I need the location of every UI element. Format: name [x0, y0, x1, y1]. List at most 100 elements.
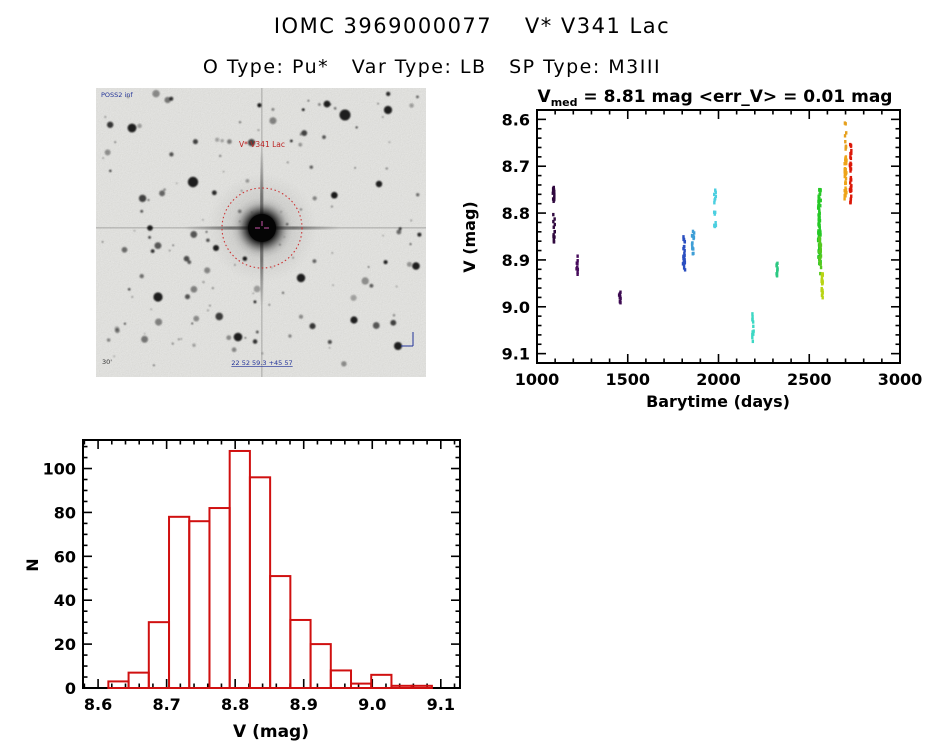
star	[140, 209, 144, 213]
star	[168, 249, 171, 252]
star	[121, 246, 128, 253]
star	[152, 364, 155, 367]
data-point	[849, 169, 852, 173]
star	[101, 241, 104, 243]
x-tick-label: 8.9	[290, 695, 318, 714]
star	[385, 167, 388, 170]
star	[202, 219, 204, 221]
star	[215, 312, 224, 321]
data-point	[553, 230, 556, 234]
star	[180, 338, 183, 340]
data-point	[849, 175, 853, 180]
histogram-plot: 8.6 8.7 8.8 8.9 9.0 9.1 0 20 40 60 80 100 V (mag) N	[23, 439, 461, 742]
histogram-bar	[228, 449, 251, 690]
star	[394, 342, 402, 350]
star	[192, 343, 196, 347]
histogram-bar	[329, 669, 353, 689]
star	[153, 292, 163, 302]
star	[187, 260, 192, 265]
star	[187, 176, 199, 188]
plot-frame	[82, 439, 461, 689]
star	[331, 252, 333, 254]
star	[104, 116, 107, 118]
star	[183, 255, 190, 262]
histogram-bar	[269, 575, 292, 690]
histogram-xlabel: V (mag)	[233, 722, 309, 742]
star	[416, 193, 420, 197]
x-tick-label: 9.1	[427, 695, 455, 714]
data-point	[818, 240, 821, 244]
data-point	[849, 144, 853, 148]
star	[154, 242, 162, 250]
star	[163, 188, 166, 191]
data-point	[576, 262, 579, 266]
data-point	[552, 238, 556, 242]
star	[299, 314, 303, 319]
data-point	[817, 229, 820, 233]
star	[409, 243, 412, 246]
star	[367, 266, 370, 268]
survey-label: POSS2 inf	[101, 91, 133, 99]
star	[152, 90, 160, 98]
star	[169, 96, 174, 101]
data-point	[819, 229, 822, 233]
histogram-bar	[309, 643, 332, 690]
star	[137, 123, 142, 129]
star	[114, 141, 117, 143]
data-point	[818, 218, 822, 223]
data-point	[576, 254, 579, 258]
data-point	[713, 212, 716, 216]
star	[220, 139, 224, 143]
data-point	[821, 273, 825, 277]
data-point	[820, 281, 824, 286]
data-point	[849, 181, 852, 185]
finding-chart-annotations: V* V341 Lac POSS2 inf 22 52 59.3 +45 57 …	[101, 91, 414, 367]
data-point	[818, 233, 822, 237]
data-point	[817, 205, 821, 209]
star	[361, 277, 369, 285]
star	[172, 244, 174, 247]
star	[205, 230, 208, 233]
histogram-bars	[107, 449, 433, 690]
star	[341, 361, 347, 367]
data-point	[818, 216, 821, 221]
star	[113, 355, 116, 358]
star	[323, 100, 331, 108]
star	[102, 157, 104, 159]
star	[215, 137, 220, 142]
data-point	[818, 208, 821, 212]
star	[211, 287, 214, 290]
data-point	[818, 245, 821, 250]
data-point	[849, 200, 852, 204]
star	[127, 95, 130, 98]
star	[261, 352, 264, 355]
star	[143, 332, 146, 335]
star	[191, 322, 194, 325]
light-curve-xlabel: Barytime (days)	[646, 392, 790, 411]
star	[233, 332, 243, 342]
data-point	[752, 324, 755, 329]
star	[150, 249, 155, 254]
x-tick-label: 2500	[787, 370, 832, 389]
data-point	[843, 162, 846, 166]
x-tick-label: 1000	[515, 370, 560, 389]
star	[355, 126, 358, 129]
y-tick-label: 40	[54, 591, 76, 610]
data-point	[818, 262, 822, 266]
data-point	[576, 272, 579, 276]
data-point	[817, 200, 821, 205]
star	[147, 199, 150, 201]
star	[398, 227, 402, 231]
data-point	[844, 181, 848, 185]
data-point	[849, 186, 852, 190]
x-tick-label: 9.0	[358, 695, 386, 714]
data-point	[818, 259, 822, 264]
data-point	[692, 251, 695, 256]
data-point	[692, 234, 695, 239]
data-point	[682, 263, 686, 267]
data-point	[849, 166, 852, 170]
data-point	[817, 194, 820, 199]
target-label: V* V341 Lac	[239, 140, 285, 149]
data-point	[751, 339, 755, 344]
star	[330, 191, 338, 199]
